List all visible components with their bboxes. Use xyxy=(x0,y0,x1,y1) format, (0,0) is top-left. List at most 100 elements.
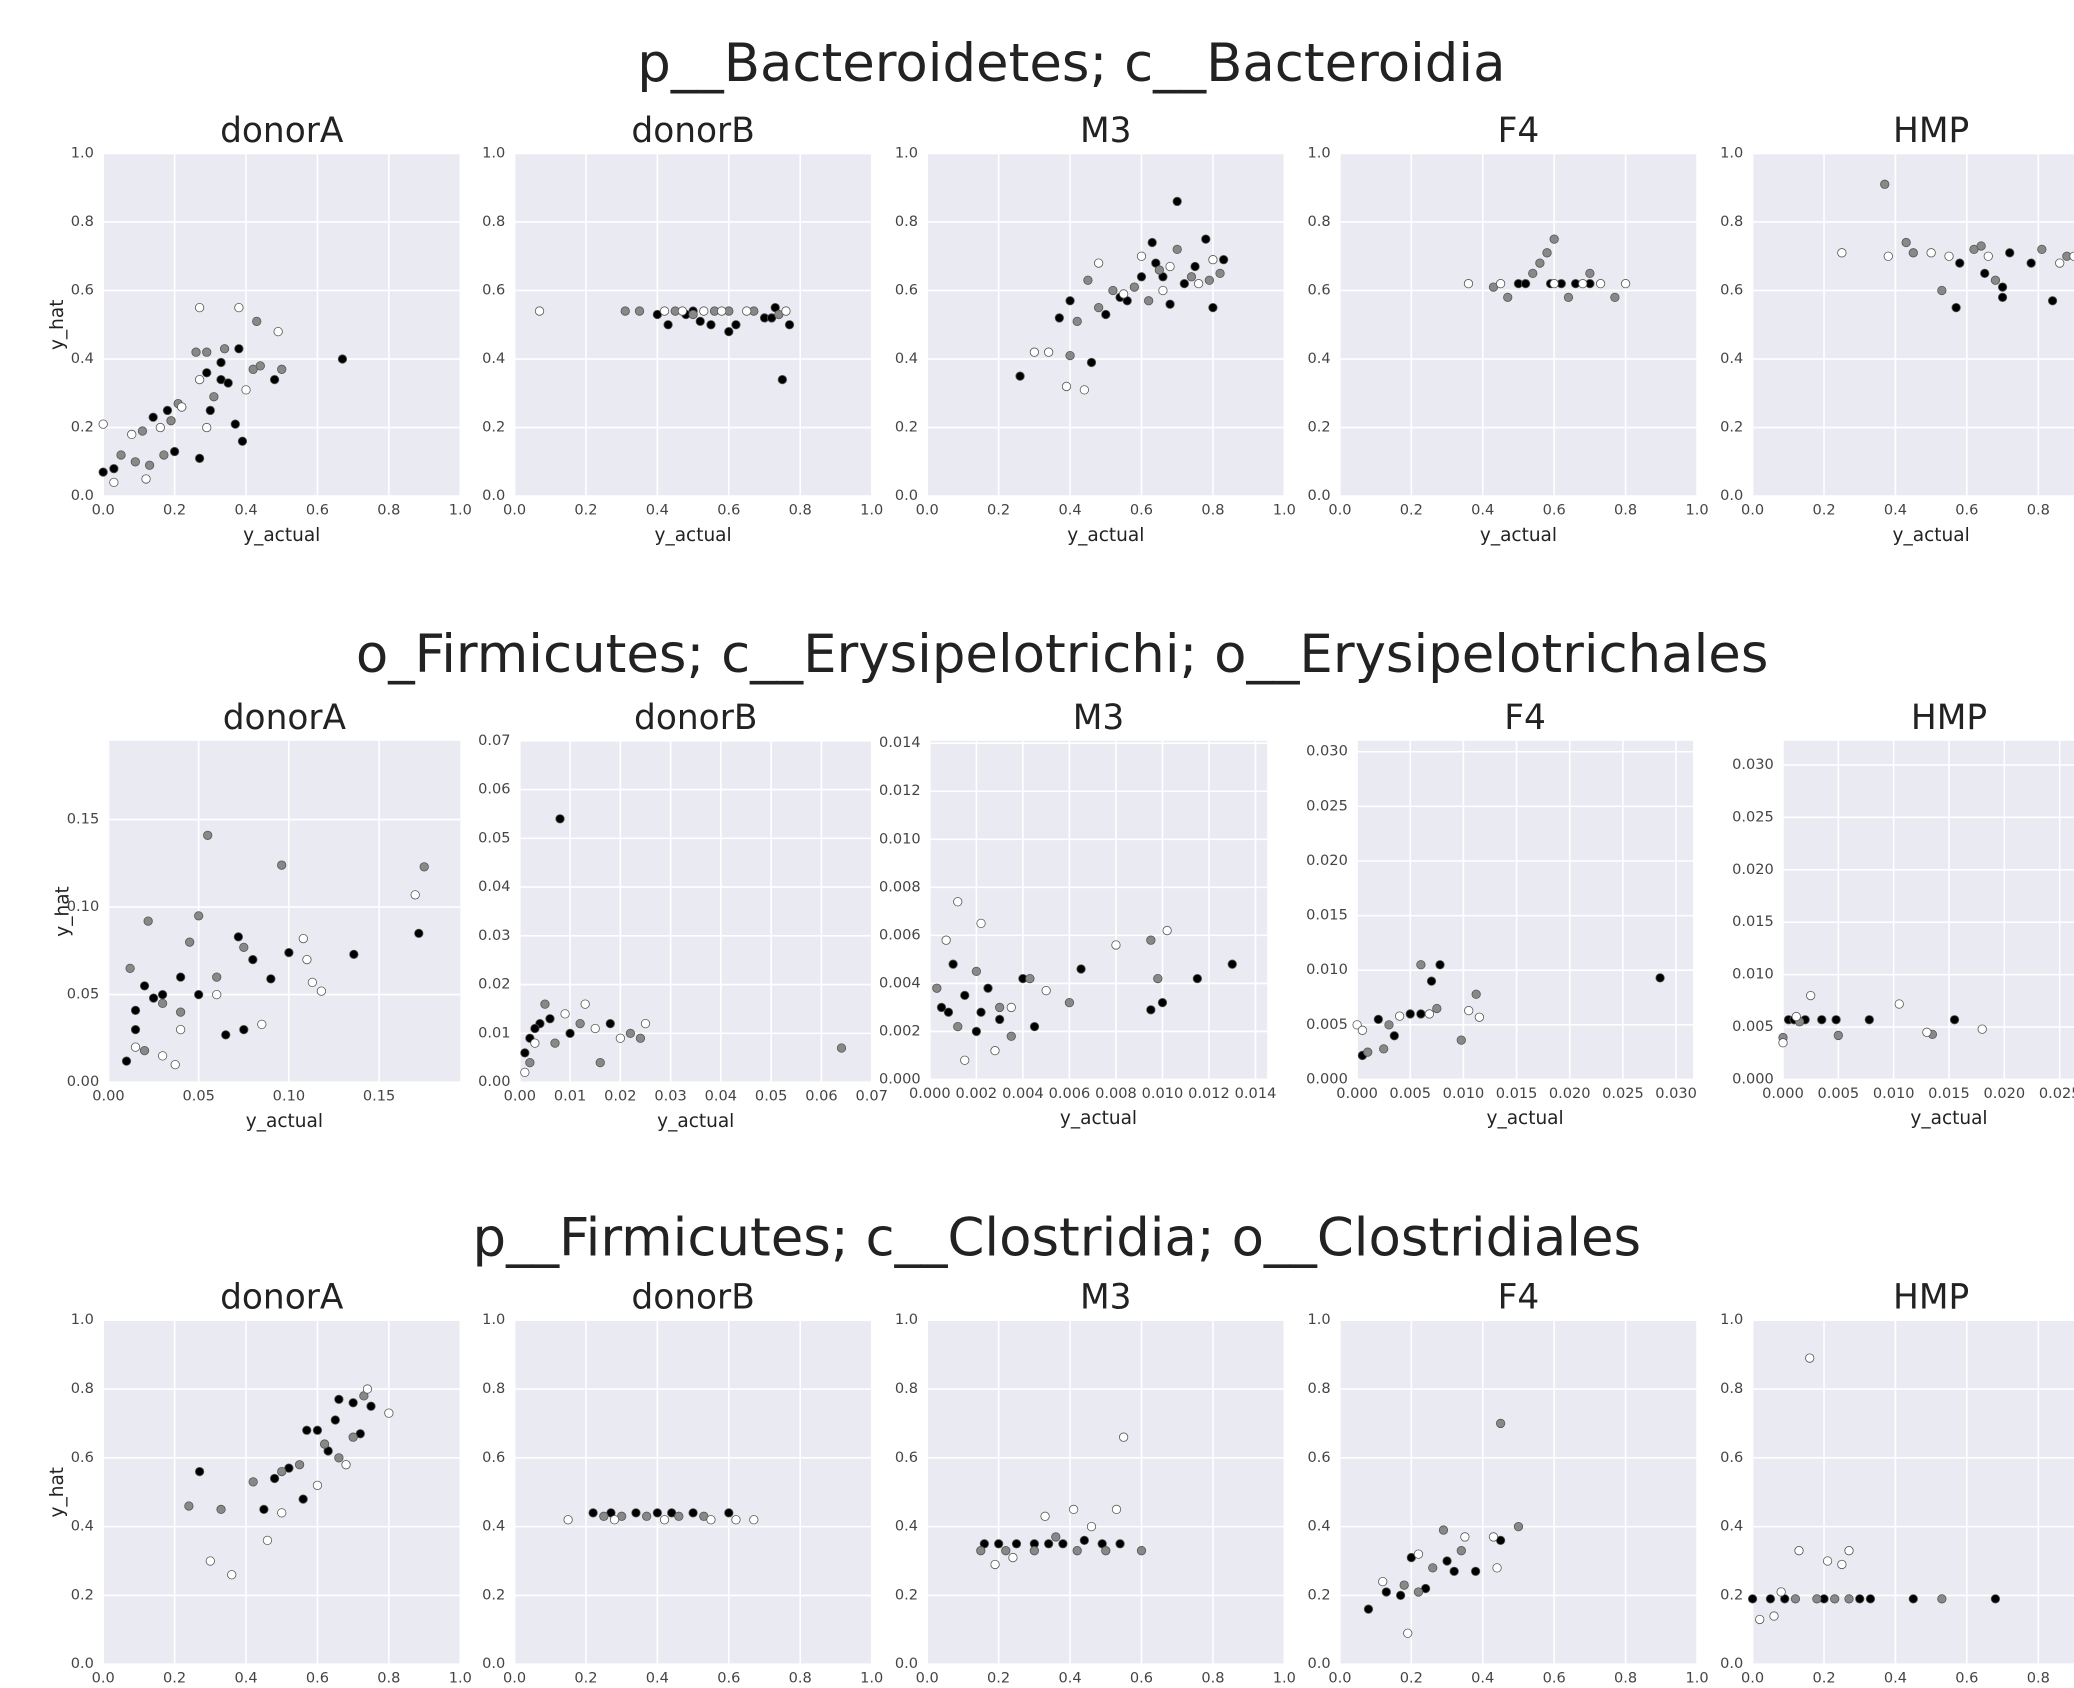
y-tick-label: 0.00 xyxy=(478,1073,510,1090)
data-point xyxy=(784,320,795,330)
data-point xyxy=(1186,272,1197,282)
data-point xyxy=(717,306,727,316)
x-tick-label: 0.000 xyxy=(909,1085,951,1102)
data-point xyxy=(530,1038,540,1048)
data-point xyxy=(298,1494,308,1504)
data-point xyxy=(1806,990,1816,1001)
data-point xyxy=(731,320,741,330)
y-tick-label: 0.8 xyxy=(482,1380,505,1397)
data-point xyxy=(1460,1532,1470,1542)
data-point xyxy=(319,1439,330,1449)
x-tick-label: 0.05 xyxy=(182,1088,214,1105)
x-tick-label: 0.025 xyxy=(1602,1085,1644,1102)
y-tick-label: 0.010 xyxy=(1306,961,1348,978)
x-tick-label: 0.000 xyxy=(1762,1085,1804,1102)
data-point xyxy=(724,326,734,337)
data-point xyxy=(635,1033,646,1043)
y-tick-label: 0.6 xyxy=(1308,1449,1331,1466)
y-tick-label: 0.4 xyxy=(1308,1518,1331,1535)
data-point xyxy=(943,1007,954,1017)
data-point xyxy=(1201,234,1211,244)
data-point xyxy=(1755,1614,1765,1625)
data-point xyxy=(936,1002,947,1013)
data-point xyxy=(1129,282,1139,292)
data-point xyxy=(1908,248,1918,258)
data-point xyxy=(615,1033,625,1043)
data-point xyxy=(642,1511,652,1521)
x-tick-label: 0.014 xyxy=(1235,1085,1277,1102)
x-tick-label: 0.4 xyxy=(1884,1670,1907,1687)
data-point xyxy=(1394,1011,1405,1021)
data-point xyxy=(341,1460,351,1470)
subplot-title: donorA xyxy=(220,1278,344,1318)
y-tick-label: 0.2 xyxy=(1720,419,1743,436)
data-point xyxy=(298,933,308,944)
x-tick-label: 0.03 xyxy=(654,1088,686,1105)
data-point xyxy=(1416,1009,1426,1019)
data-point xyxy=(1926,248,1936,258)
y-axis-label: y_hat xyxy=(52,886,73,937)
y-tick-label: 0.000 xyxy=(1732,1070,1774,1087)
data-point xyxy=(1065,350,1075,361)
x-tick-label: 0.2 xyxy=(1812,502,1835,519)
data-point xyxy=(1165,299,1175,309)
data-point xyxy=(316,986,326,996)
data-point xyxy=(983,983,993,993)
data-point xyxy=(255,361,265,371)
x-tick-label: 0.0 xyxy=(916,502,939,519)
data-point xyxy=(777,374,788,385)
data-point xyxy=(625,1028,636,1038)
y-tick-label: 0.0 xyxy=(1308,487,1331,504)
data-point xyxy=(555,814,565,824)
y-tick-label: 0.2 xyxy=(895,419,918,436)
data-point xyxy=(233,932,244,942)
x-tick-label: 1.0 xyxy=(449,502,472,519)
plot-area xyxy=(929,740,1268,1080)
data-point xyxy=(307,977,317,987)
data-point xyxy=(1158,285,1168,296)
y-tick-label: 0.0 xyxy=(482,487,505,504)
data-point xyxy=(960,1055,970,1065)
data-point xyxy=(1901,237,1911,248)
data-point xyxy=(1595,279,1606,289)
data-point xyxy=(742,306,752,316)
data-point xyxy=(781,306,791,316)
data-point xyxy=(590,1023,600,1034)
data-point xyxy=(1791,1011,1801,1022)
data-point xyxy=(706,1515,716,1525)
data-point xyxy=(139,981,150,991)
data-point xyxy=(312,1425,323,1435)
data-point xyxy=(706,320,716,330)
data-point xyxy=(1136,251,1147,261)
plot-area xyxy=(103,153,461,497)
x-tick-label: 0.4 xyxy=(234,502,257,519)
data-point xyxy=(550,1038,560,1048)
x-axis-label: y_actual xyxy=(1067,525,1144,546)
plot-area xyxy=(103,1320,461,1665)
data-point xyxy=(1119,1432,1129,1442)
x-tick-label: 0.4 xyxy=(1471,1670,1494,1687)
data-point xyxy=(971,1026,982,1037)
data-point xyxy=(1655,973,1665,983)
data-point xyxy=(1172,244,1182,255)
data-point xyxy=(277,1466,287,1477)
data-point xyxy=(1610,292,1620,302)
plot-area xyxy=(514,1320,872,1665)
data-point xyxy=(2047,296,2058,306)
data-point xyxy=(1172,196,1182,207)
data-point xyxy=(1990,1594,2001,1604)
data-point xyxy=(1101,1546,1111,1556)
data-point xyxy=(1844,1594,1854,1604)
x-tick-label: 0.000 xyxy=(1336,1085,1378,1102)
y-tick-label: 0.8 xyxy=(71,213,94,230)
data-point xyxy=(1072,1546,1082,1556)
x-tick-label: 0.005 xyxy=(1818,1085,1860,1102)
x-axis-label: y_actual xyxy=(1486,1108,1563,1129)
y-tick-label: 0.8 xyxy=(1720,213,1743,230)
data-point xyxy=(234,303,244,313)
x-tick-label: 0.005 xyxy=(1389,1085,1431,1102)
data-point xyxy=(1146,1005,1156,1015)
data-point xyxy=(1790,1594,1801,1604)
data-point xyxy=(1416,960,1426,970)
data-point xyxy=(148,993,159,1003)
